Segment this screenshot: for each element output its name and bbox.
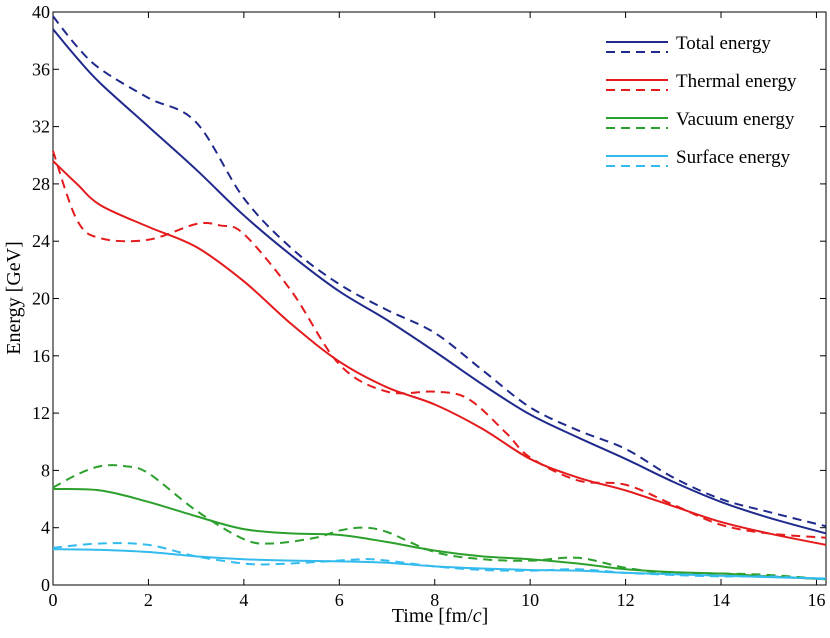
- series-lines: [52, 15, 827, 581]
- x-tick-label: 8: [430, 590, 439, 610]
- x-tick-label: 12: [617, 590, 635, 610]
- surface-energy-dashed-line: [52, 542, 827, 581]
- legend-thermal-energy-label: Thermal energy: [676, 71, 797, 92]
- total-energy-solid-line: [52, 28, 827, 535]
- y-axis-label: Energy [GeV]: [3, 241, 25, 354]
- y-tick-label: 12: [32, 403, 50, 423]
- x-axis-label: Time [fm/c]: [392, 605, 489, 627]
- legend-vacuum-energy-label: Vacuum energy: [676, 109, 795, 130]
- x-tick-label: 14: [712, 590, 730, 610]
- x-tick-label: 6: [335, 590, 344, 610]
- x-tick-label: 16: [807, 590, 825, 610]
- x-tick-label: 4: [239, 590, 248, 610]
- x-tick-label: 0: [49, 590, 58, 610]
- plot-frame: [52, 11, 827, 586]
- x-tick-label: 2: [144, 590, 153, 610]
- legend-total-energy-label: Total energy: [676, 33, 771, 54]
- y-tick-label: 24: [32, 231, 50, 251]
- tick-marks: [52, 11, 826, 586]
- vacuum-energy-solid-line: [52, 488, 827, 581]
- y-tick-label: 40: [32, 2, 50, 22]
- legend: Total energy Thermal energy Vacuum energy S…: [606, 33, 797, 168]
- y-tick-label: 32: [32, 117, 50, 137]
- thermal-energy-dashed-line: [52, 150, 827, 539]
- y-tick-label: 36: [32, 59, 50, 79]
- y-tick-label: 16: [32, 346, 50, 366]
- thermal-energy-solid-line: [52, 160, 827, 546]
- total-energy-dashed-line: [52, 15, 827, 528]
- y-tick-label: 20: [32, 289, 50, 309]
- legend-surface-energy-label: Surface energy: [676, 147, 791, 168]
- y-tick-label: 28: [32, 174, 50, 194]
- y-tick-label: 0: [41, 575, 50, 595]
- vacuum-energy-dashed-line: [52, 464, 827, 581]
- y-tick-label: 4: [41, 518, 50, 538]
- y-tick-label: 8: [41, 460, 50, 480]
- x-tick-label: 10: [521, 590, 539, 610]
